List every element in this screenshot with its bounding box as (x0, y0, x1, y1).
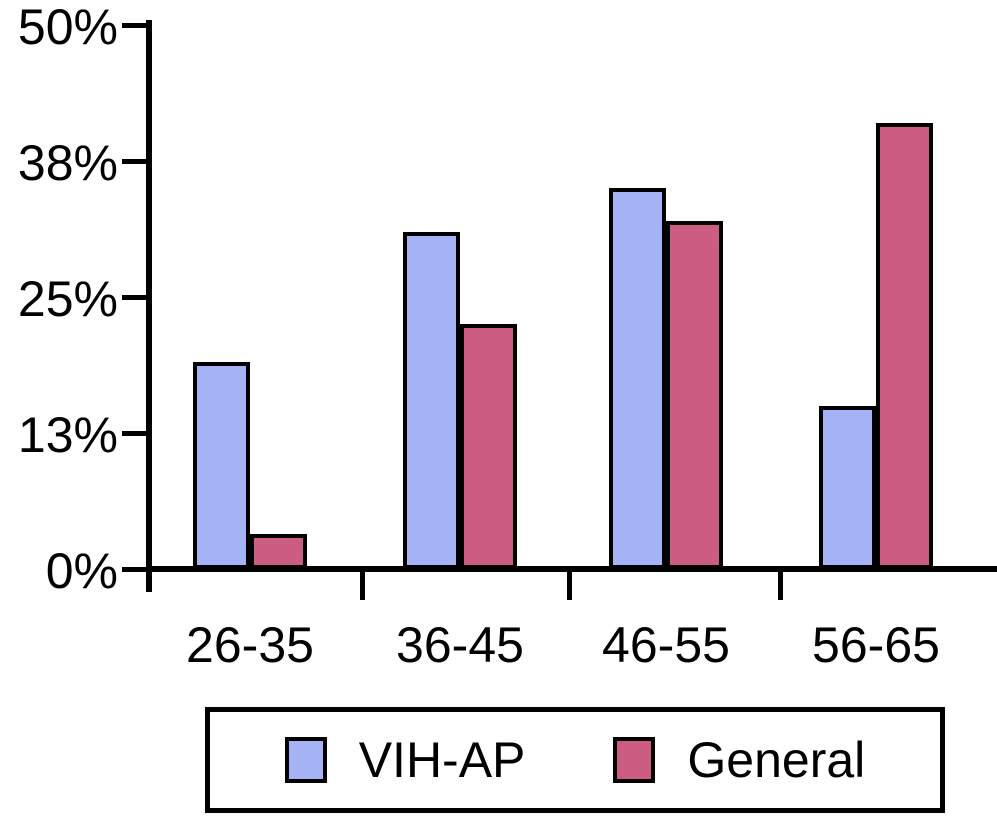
x-axis-label: 46-55 (602, 617, 730, 673)
y-tick (122, 567, 150, 572)
bar-vih-ap (609, 188, 666, 569)
bar-general (876, 122, 933, 569)
bar-vih-ap (403, 231, 460, 569)
y-tick (122, 431, 150, 436)
bar-general (460, 324, 517, 569)
y-tick (122, 159, 150, 164)
y-tick (122, 23, 150, 28)
legend-label: General (687, 732, 866, 788)
bar-general (666, 220, 723, 569)
y-tick-label: 38% (17, 135, 118, 191)
legend-swatch-icon (284, 737, 327, 783)
x-axis-label: 26-35 (186, 617, 314, 673)
y-tick-label: 25% (17, 271, 118, 327)
x-axis-label: 56-65 (812, 617, 940, 673)
x-axis-label: 36-45 (396, 617, 524, 673)
x-tick (778, 566, 783, 600)
y-tick (122, 295, 150, 300)
y-tick-label: 50% (17, 0, 118, 55)
x-tick (567, 566, 572, 600)
x-tick (360, 566, 365, 600)
legend: VIH-AP General (205, 707, 945, 813)
bar-vih-ap (193, 362, 250, 569)
y-axis-line (146, 20, 152, 592)
bar-general (250, 534, 307, 569)
legend-swatch-icon (613, 737, 656, 783)
y-tick-label: 13% (17, 407, 118, 463)
bar-vih-ap (819, 405, 876, 569)
legend-label: VIH-AP (358, 732, 526, 788)
legend-item-vih-ap: VIH-AP (284, 731, 526, 789)
legend-item-general: General (613, 731, 865, 789)
y-tick-label: 0% (45, 543, 118, 599)
